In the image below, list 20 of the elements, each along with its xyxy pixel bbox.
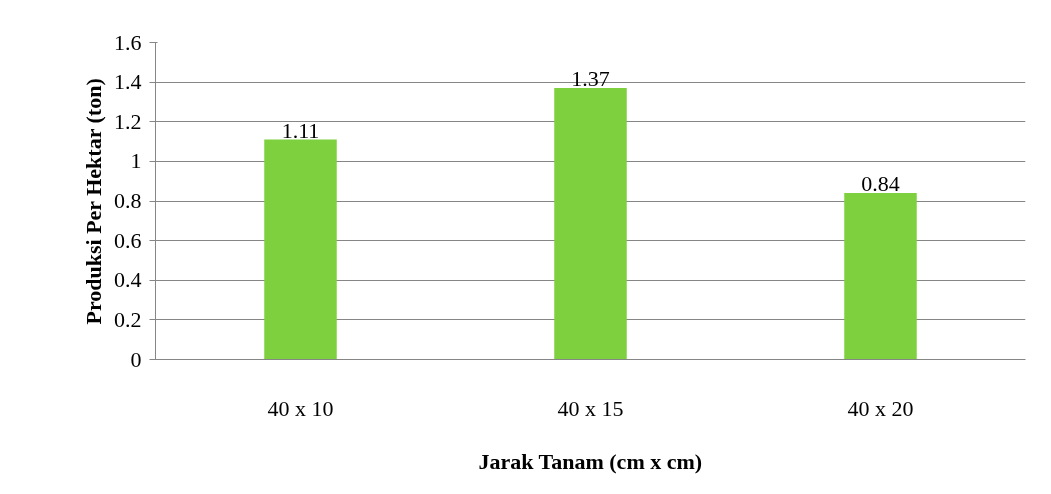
x-tick-label: 40 x 10 — [267, 395, 334, 421]
x-tick-label: 40 x 20 — [847, 395, 914, 421]
y-tick-label: 0.2 — [114, 306, 142, 332]
x-axis-title: Jarak Tanam (cm x cm) — [478, 448, 703, 474]
y-tick-label: 1 — [130, 148, 142, 174]
data-label: 1.11 — [281, 117, 320, 143]
y-axis-title: Produksi Per Hektar (ton) — [81, 78, 106, 325]
bar — [844, 193, 917, 360]
bar — [554, 88, 627, 360]
bar — [264, 139, 337, 360]
y-tick-label: 0.6 — [114, 227, 142, 253]
y-tick-label: 0.8 — [114, 188, 142, 213]
y-tick-label: 1.4 — [114, 69, 142, 95]
y-tick-label: 0 — [130, 346, 142, 372]
x-tick-label: 40 x 15 — [557, 395, 624, 421]
y-tick-label: 1.2 — [114, 108, 142, 134]
y-tick-label: 1.6 — [114, 29, 142, 55]
data-label: 1.37 — [571, 66, 610, 92]
y-tick-label: 0.4 — [114, 267, 142, 293]
data-label: 0.84 — [861, 171, 900, 197]
